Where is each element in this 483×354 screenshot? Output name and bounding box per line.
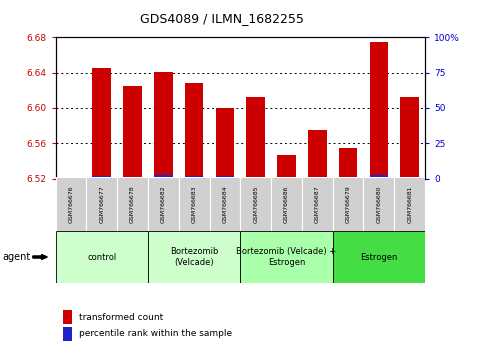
Text: control: control (87, 252, 116, 262)
Bar (92, 176, 111, 179)
Bar (148, 177, 179, 232)
Text: GSM766687: GSM766687 (315, 185, 320, 223)
Bar (62, 178, 80, 179)
Bar (308, 177, 327, 179)
Bar (246, 177, 265, 179)
Bar (148, 231, 241, 283)
Bar (63, 310, 72, 324)
Bar (302, 177, 333, 232)
Text: GSM766684: GSM766684 (222, 185, 227, 223)
Bar (339, 148, 357, 179)
Text: GSM766686: GSM766686 (284, 186, 289, 223)
Text: transformed count: transformed count (79, 313, 163, 322)
Bar (400, 177, 419, 179)
Bar (215, 108, 234, 179)
Bar (246, 97, 265, 179)
Bar (63, 327, 72, 341)
Text: Estrogen: Estrogen (360, 252, 398, 262)
Bar (123, 177, 142, 179)
Bar (240, 177, 271, 232)
Text: GSM766683: GSM766683 (192, 185, 197, 223)
Text: GSM766679: GSM766679 (345, 185, 351, 223)
Bar (364, 177, 394, 232)
Bar (123, 86, 142, 179)
Bar (308, 130, 327, 179)
Bar (333, 231, 425, 283)
Bar (154, 175, 172, 179)
Text: Bortezomib
(Velcade): Bortezomib (Velcade) (170, 247, 218, 267)
Text: GSM766676: GSM766676 (69, 185, 73, 223)
Bar (185, 83, 203, 179)
Text: percentile rank within the sample: percentile rank within the sample (79, 329, 232, 338)
Bar (271, 177, 302, 232)
Text: GSM766680: GSM766680 (376, 186, 382, 223)
Bar (154, 72, 172, 179)
Bar (339, 178, 357, 179)
Bar (179, 177, 210, 232)
Text: GSM766681: GSM766681 (407, 186, 412, 223)
Bar (400, 97, 419, 179)
Bar (62, 178, 80, 179)
Bar (56, 177, 86, 232)
Text: GSM766677: GSM766677 (99, 185, 104, 223)
Bar (333, 177, 364, 232)
Text: GSM766678: GSM766678 (130, 185, 135, 223)
Bar (277, 177, 296, 179)
Bar (369, 42, 388, 179)
Bar (117, 177, 148, 232)
Text: GSM766685: GSM766685 (253, 186, 258, 223)
Bar (86, 177, 117, 232)
Bar (56, 231, 148, 283)
Text: Bortezomib (Velcade) +
Estrogen: Bortezomib (Velcade) + Estrogen (236, 247, 337, 267)
Bar (92, 68, 111, 179)
Bar (185, 176, 203, 179)
Bar (394, 177, 425, 232)
Text: GDS4089 / ILMN_1682255: GDS4089 / ILMN_1682255 (140, 12, 304, 25)
Bar (210, 177, 240, 232)
Text: GSM766682: GSM766682 (161, 185, 166, 223)
Bar (240, 231, 333, 283)
Bar (277, 155, 296, 179)
Bar (369, 175, 388, 179)
Text: agent: agent (2, 252, 30, 262)
Bar (215, 176, 234, 179)
